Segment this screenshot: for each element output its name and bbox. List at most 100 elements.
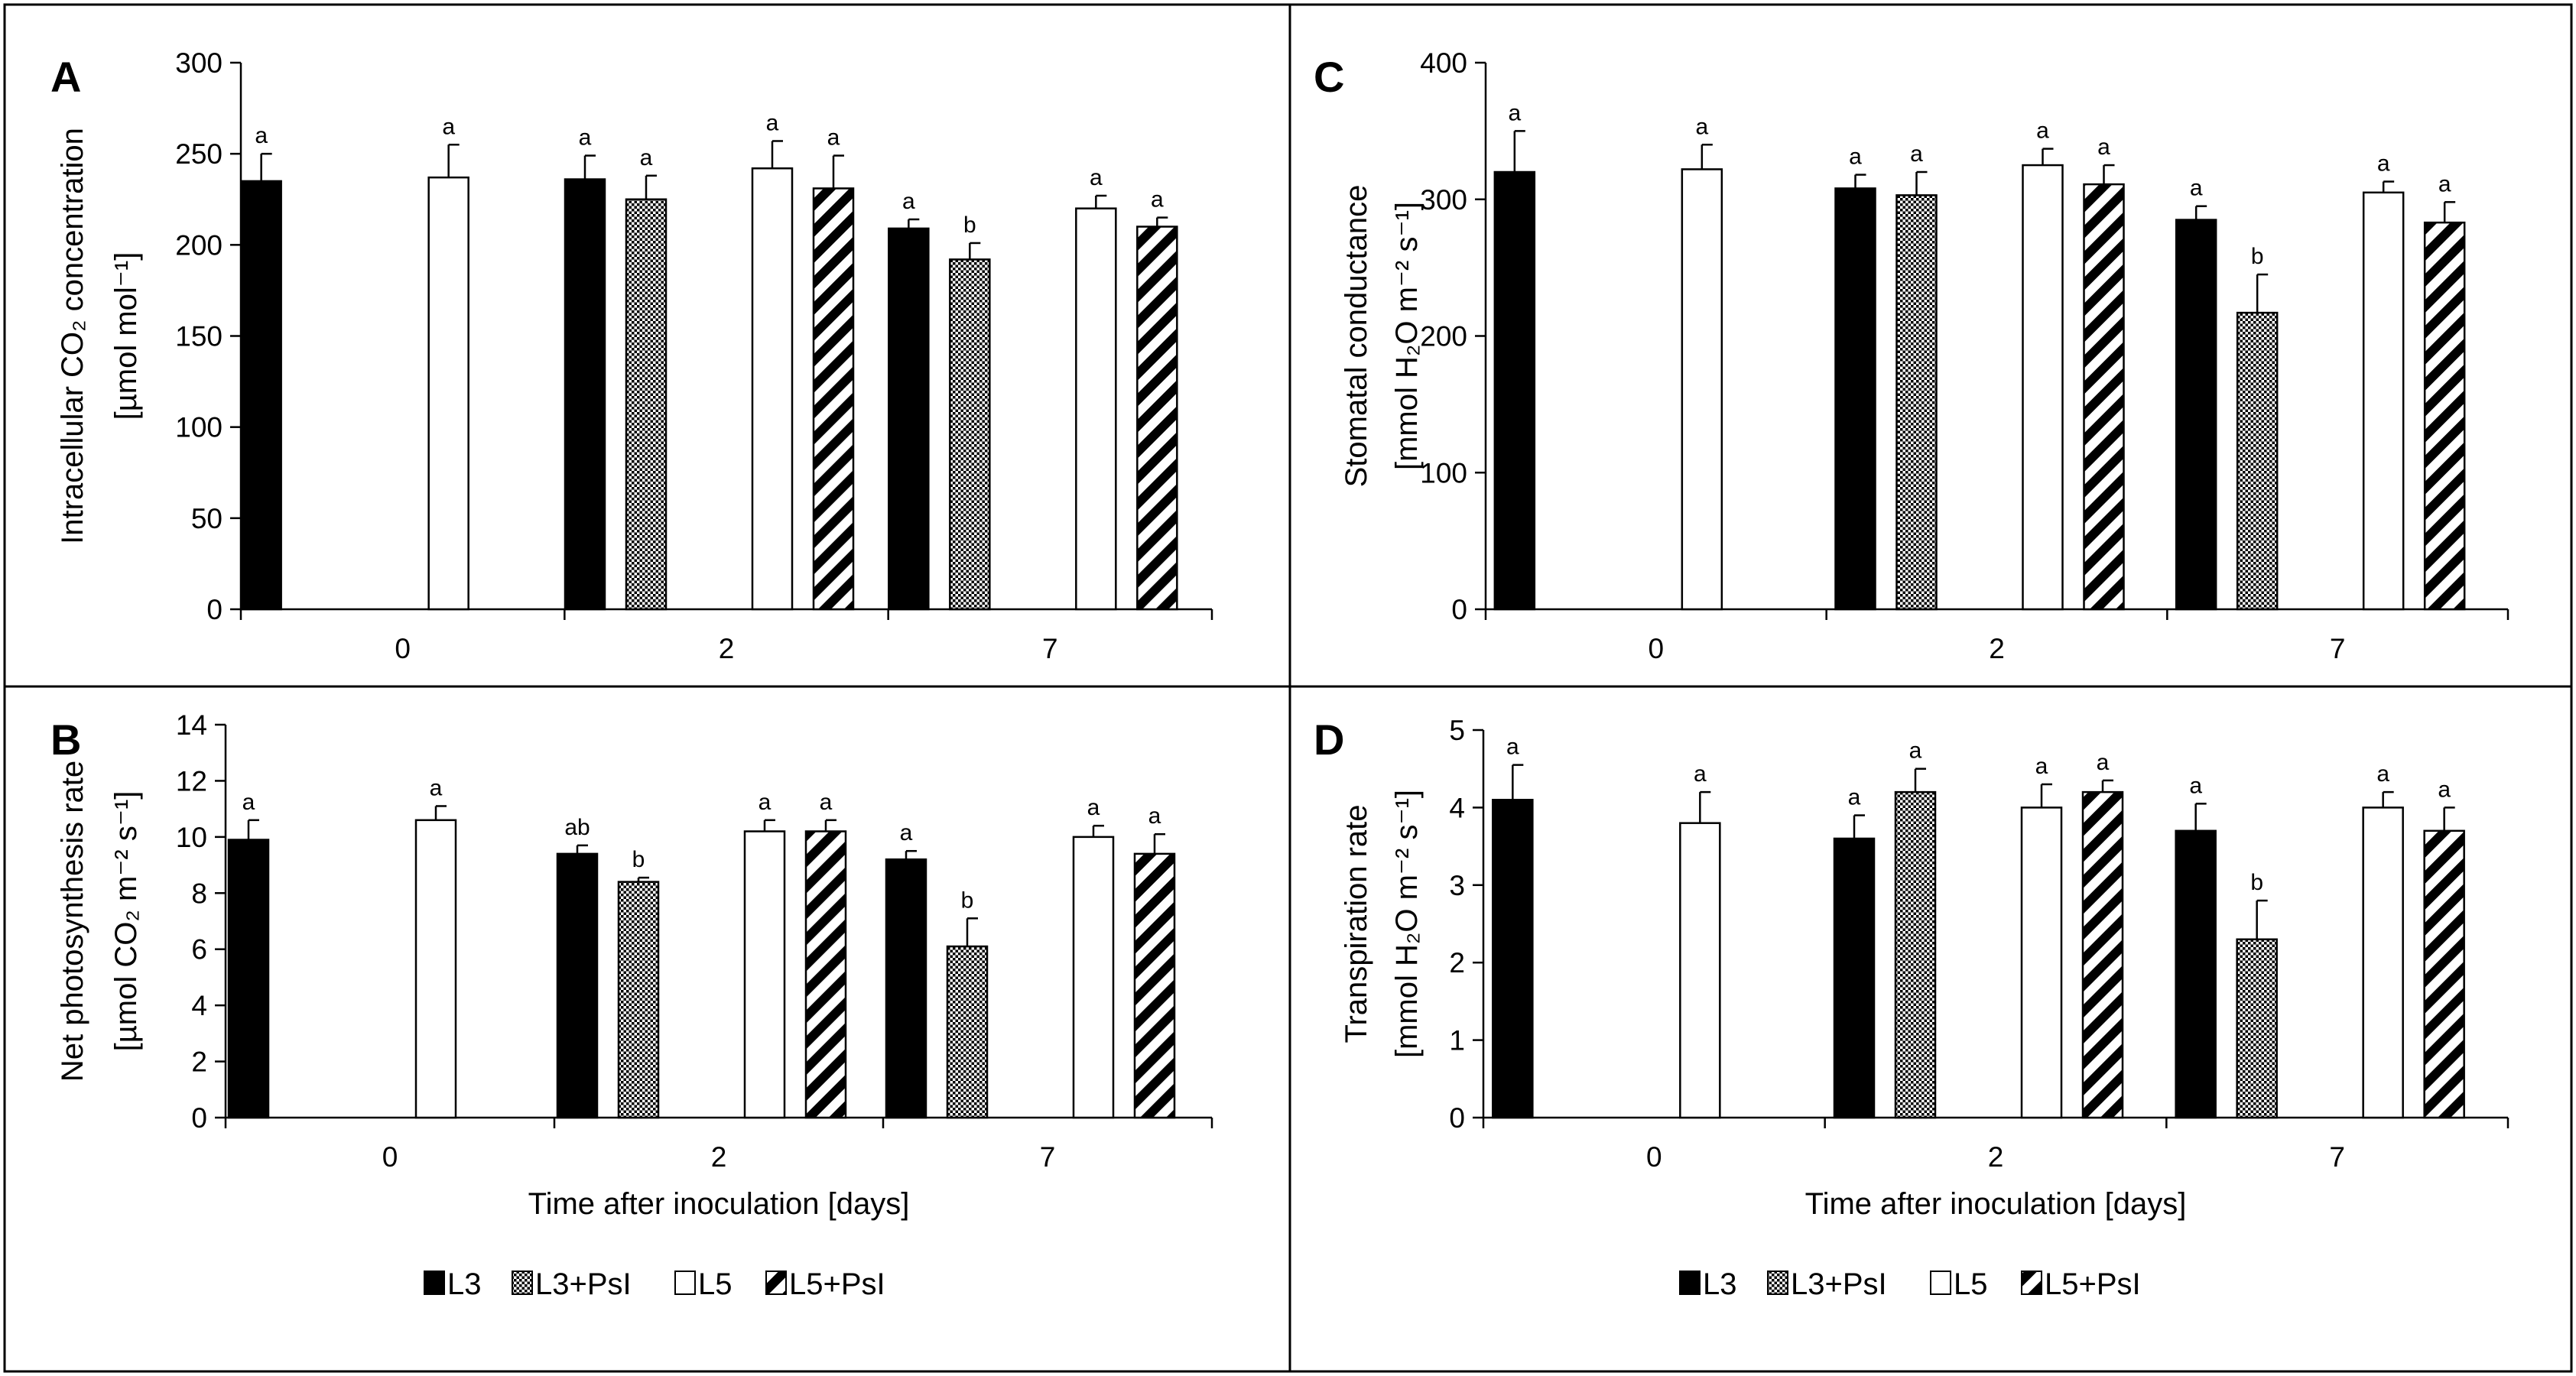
bar-a-l5-day-7 [1075, 207, 1117, 611]
significance-label-b: a [820, 790, 833, 815]
bar-d-l3-day-7 [2175, 829, 2217, 1119]
bar-b-l3-psi-day-7 [946, 945, 989, 1119]
legend-label-l5-psi: L5+PsI [789, 1267, 885, 1301]
bar-d-l5-psi-day-2 [2081, 790, 2124, 1119]
bar-c-l3-day-7 [2175, 219, 2217, 611]
bar-a-l5-day-2 [751, 167, 794, 611]
bar-d-l3-psi-day-7 [2236, 938, 2278, 1119]
legend-label-l3-psi: L3+PsI [535, 1267, 632, 1301]
y-axis-unit-a: [µmol mol⁻¹] [109, 252, 143, 420]
bar-b-l5-day-0 [414, 819, 457, 1119]
x-tick-label-c: 0 [1649, 633, 1665, 664]
bar-d-l3-psi-day-2 [1894, 790, 1937, 1119]
legend-label-l5: L5 [698, 1267, 733, 1301]
significance-label-a: a [766, 110, 779, 135]
y-axis-unit-c: [mmol H₂O m⁻² s⁻¹] [1390, 202, 1424, 470]
y-tick-label-c: 400 [1420, 47, 1467, 79]
bar-a-l3-day-0 [240, 180, 282, 611]
legend-swatch-l3 [1679, 1271, 1701, 1295]
significance-label-c: a [1910, 141, 1923, 167]
y-axis-title-b: Net photosynthesis rate [56, 761, 89, 1082]
bar-b-l3-day-0 [227, 839, 270, 1119]
y-tick-label-a: 300 [175, 47, 223, 79]
significance-label-b: b [632, 847, 645, 872]
x-tick-label-d: 2 [1988, 1141, 2004, 1173]
significance-label-d: a [2438, 777, 2451, 802]
legend-swatch-l3 [424, 1271, 445, 1295]
y-tick-label-a: 100 [175, 412, 223, 443]
legend-swatch-l3-psi [1767, 1271, 1788, 1295]
bar-b-l5-day-7 [1072, 836, 1115, 1119]
significance-label-d: a [1848, 785, 1861, 810]
significance-label-a: b [963, 213, 976, 238]
y-tick-label-b: 4 [191, 990, 207, 1021]
significance-label-c: a [2438, 171, 2451, 196]
bar-c-l5-psi-day-7 [2423, 221, 2466, 611]
significance-label-b: a [242, 790, 255, 815]
x-tick-label-c: 7 [2330, 633, 2346, 664]
x-tick-label-a: 7 [1042, 633, 1058, 664]
bar-b-l3-day-2 [556, 852, 599, 1119]
significance-label-d: a [2035, 754, 2048, 779]
y-tick-label-b: 2 [191, 1047, 207, 1078]
significance-label-b: b [961, 888, 974, 913]
legends-layer: L3 L3+PsI L5 L5+PsI L3 L3+PsI L5 L5+PsI [424, 1267, 2141, 1301]
bar-d-l5-day-0 [1679, 822, 1721, 1119]
panel-a: A 0 50 100 150 200 250 300 0 2 7 Intracellular CO₂ … [50, 47, 1213, 664]
significance-label-a: a [255, 123, 268, 148]
legend-label-l5: L5 [1954, 1267, 1988, 1301]
panel-letter-d: D [1314, 716, 1344, 764]
outer-frame [3, 3, 2573, 1373]
bar-c-l5-day-2 [2022, 164, 2064, 611]
bar-c-l3-day-0 [1493, 170, 1536, 611]
significance-label-b: a [900, 820, 913, 845]
significance-label-a: a [442, 114, 455, 139]
x-tick-label-c: 2 [1989, 633, 2005, 664]
significance-label-a: a [1090, 165, 1103, 190]
legend-swatch-l5 [674, 1271, 696, 1295]
y-axis-unit-d: [mmol H₂O m⁻² s⁻¹] [1390, 790, 1424, 1058]
panel-letter-c: C [1314, 53, 1344, 101]
significance-label-a: a [827, 125, 840, 151]
bar-a-l5-day-0 [427, 176, 469, 611]
bar-d-l5-psi-day-7 [2423, 829, 2465, 1119]
panel-letter-a: A [50, 53, 81, 101]
bar-c-l5-day-0 [1681, 168, 1723, 611]
legend-left: L3 L3+PsI L5 L5+PsI [424, 1267, 885, 1301]
significance-label-b: a [430, 775, 443, 800]
y-tick-label-c: 300 [1420, 184, 1467, 216]
y-tick-label-c: 100 [1420, 457, 1467, 488]
legend-label-l3-psi: L3+PsI [1791, 1267, 1887, 1301]
bar-d-l3-day-2 [1833, 837, 1876, 1119]
y-tick-label-a: 250 [175, 138, 223, 170]
bar-b-l5-psi-day-2 [804, 830, 847, 1119]
bar-d-l3-day-0 [1492, 799, 1534, 1119]
bar-a-l3-psi-day-2 [625, 198, 668, 611]
y-tick-label-d: 0 [1449, 1102, 1465, 1134]
panel-b: B 0 2 4 6 8 10 12 14 0 2 7 Net photosynthesis rate [µ… [50, 709, 1213, 1221]
y-tick-label-a: 0 [206, 594, 223, 625]
significance-label-d: b [2250, 870, 2263, 895]
significance-label-b: a [759, 790, 772, 815]
y-tick-label-d: 3 [1449, 870, 1465, 901]
x-tick-label-a: 2 [719, 633, 735, 664]
y-axis-title-d: Transpiration rate [1340, 805, 1373, 1043]
significance-label-b: a [1087, 795, 1100, 820]
panel-d: D 0 1 2 3 4 5 0 2 7 Transpiration rate [mmol H₂O m⁻… [1314, 715, 2509, 1221]
y-tick-label-b: 6 [191, 934, 207, 965]
significance-label-c: a [2377, 151, 2390, 177]
x-tick-label-d: 7 [2329, 1141, 2345, 1173]
y-tick-label-b: 10 [176, 822, 207, 853]
significance-label-a: a [640, 145, 653, 170]
legend-label-l3: L3 [447, 1267, 482, 1301]
significance-label-c: b [2251, 244, 2264, 269]
significance-label-c: a [1508, 100, 1521, 125]
y-tick-label-c: 0 [1451, 594, 1467, 625]
y-tick-label-a: 150 [175, 321, 223, 352]
bar-a-l3-day-2 [564, 178, 606, 611]
y-tick-label-a: 50 [191, 503, 223, 534]
significance-label-b: a [1148, 803, 1161, 829]
y-axis-title-c: Stomatal conductance [1340, 185, 1373, 488]
